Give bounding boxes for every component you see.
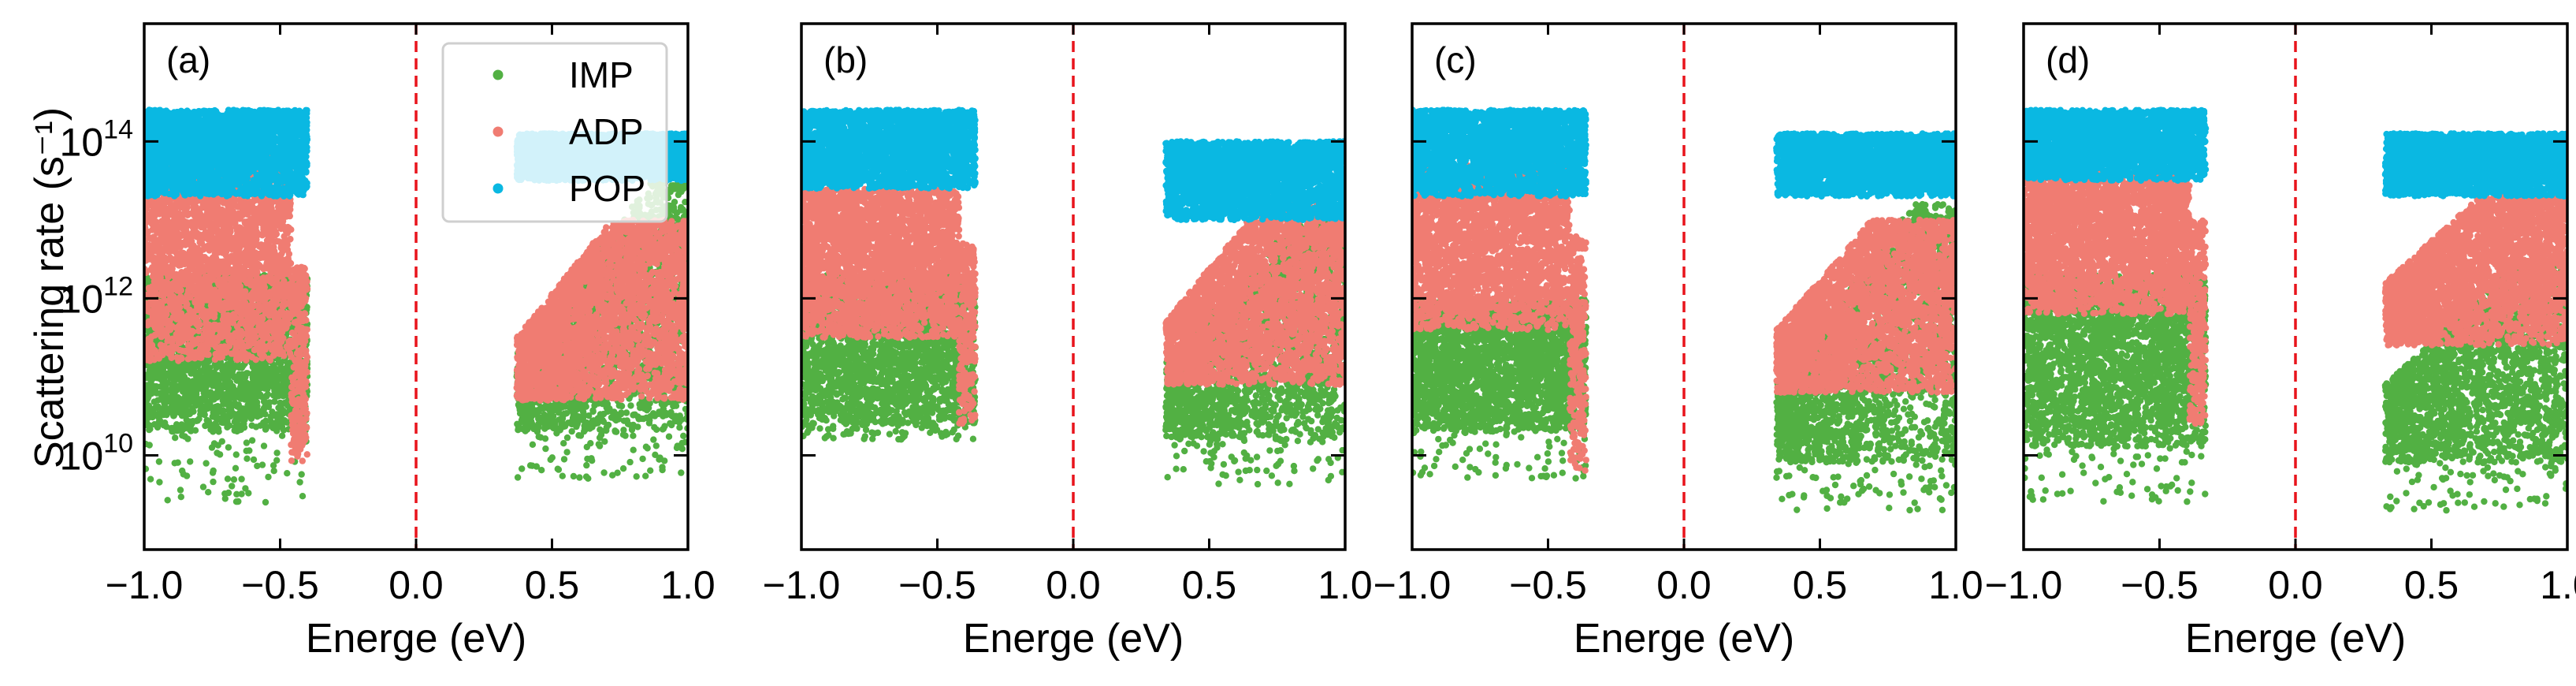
panel-label: (a) (166, 39, 210, 80)
x-tick-label: −0.5 (1509, 563, 1587, 607)
legend-label-adp: ADP (569, 111, 644, 152)
legend-marker-pop (493, 184, 504, 194)
x-tick-label: 0.5 (2404, 563, 2459, 607)
x-tick-label: 0.0 (2268, 563, 2323, 607)
x-tick-label: 1.0 (2540, 563, 2576, 607)
x-axis-label: Energe (eV) (2185, 616, 2406, 662)
x-tick-label: 1.0 (1318, 563, 1373, 607)
x-tick-label: −0.5 (241, 563, 319, 607)
x-tick-label: 1.0 (1928, 563, 1983, 607)
x-tick-label: −1.0 (1985, 563, 2063, 607)
x-axis-label: Energe (eV) (963, 616, 1184, 662)
x-tick-label: 0.0 (1656, 563, 1712, 607)
series-adp-conduction-cloud (1162, 201, 1348, 388)
series-pop-conduction-cloud (2382, 130, 2570, 199)
series-adp-conduction-cloud (1773, 217, 1959, 396)
x-axis-label: Energe (eV) (1574, 616, 1794, 662)
legend-marker-adp (493, 127, 504, 137)
series-pop-valence-cloud (798, 106, 979, 192)
legend-marker-imp (493, 70, 504, 80)
x-tick-label: 0.0 (1046, 563, 1101, 607)
series-pop-conduction-cloud (1162, 138, 1348, 223)
legend: IMP ADP POP (443, 43, 667, 222)
panel-b: −1.0 −0.5 0.0 0.5 1.0 Energe (eV) (b) (763, 24, 1373, 662)
legend-label-imp: IMP (569, 54, 634, 95)
x-tick-label: −0.5 (898, 563, 976, 607)
series-pop-valence-cloud (1409, 106, 1589, 199)
panel-label: (c) (1434, 39, 1477, 80)
legend-label-pop: POP (569, 168, 645, 209)
x-axis-label: Energe (eV) (306, 616, 526, 662)
x-tick-label: −0.5 (2121, 563, 2199, 607)
x-tick-label: 1.0 (660, 563, 716, 607)
x-tick-label: 0.5 (1793, 563, 1848, 607)
x-tick-label: −1.0 (763, 563, 841, 607)
panel-label: (d) (2046, 39, 2090, 80)
series-pop-valence-cloud (2020, 106, 2210, 184)
x-tick-label: −1.0 (1373, 563, 1452, 607)
x-tick-label: 0.5 (1182, 563, 1237, 607)
panel-d: −1.0 −0.5 0.0 0.5 1.0 Energe (eV) (d) (1985, 24, 2576, 662)
series-pop-conduction-cloud (1773, 130, 1959, 199)
x-tick-label: −1.0 (106, 563, 184, 607)
series-pop-valence-cloud (141, 106, 310, 199)
x-tick-label: 0.5 (525, 563, 580, 607)
y-axis-label: Scattering rate (s⁻¹) (27, 107, 72, 468)
panel-c: −1.0 −0.5 0.0 0.5 1.0 Energe (eV) (c) (1373, 24, 1983, 662)
series-adp-conduction-cloud (514, 217, 692, 404)
x-tick-label: 0.0 (388, 563, 444, 607)
panel-label: (b) (823, 39, 868, 80)
